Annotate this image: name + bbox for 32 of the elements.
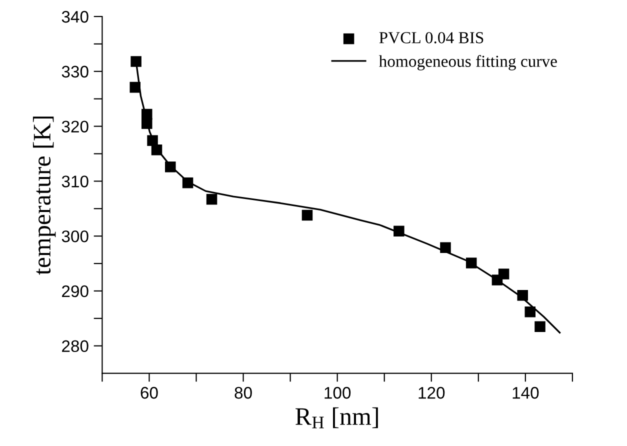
point: [165, 162, 176, 172]
point: [147, 135, 158, 146]
y-tick-label: 320: [62, 120, 88, 132]
x-tick-label: 80: [234, 386, 252, 399]
y-tick-label: 330: [62, 66, 88, 78]
x-tick-label: 60: [140, 386, 158, 399]
y-tick-label: 290: [62, 285, 88, 298]
point: [130, 56, 142, 67]
point: [440, 242, 451, 253]
legend-label: homogeneous fitting curve: [378, 55, 557, 70]
point: [151, 144, 162, 156]
y-tick-label: 300: [62, 230, 88, 242]
legend-label: PVCL 0.04 BIS: [379, 32, 484, 44]
x-axis-title: R$_{H}$ [nm]: [296, 407, 378, 428]
x-tick-label: 100: [324, 386, 351, 399]
point: [517, 290, 528, 301]
point: [182, 177, 194, 188]
point: [534, 321, 546, 332]
point: [206, 194, 218, 205]
point: [498, 268, 510, 280]
y-tick-label: 310: [62, 176, 88, 188]
y-tick-label: 280: [62, 340, 88, 352]
x-tick-label: 140: [512, 386, 539, 399]
point: [466, 258, 477, 268]
y-tick-label: 340: [62, 10, 88, 23]
x-tick-label: 120: [418, 386, 445, 399]
point: [394, 226, 404, 237]
y-axis-title: temperature [K]: [32, 116, 56, 275]
point: [130, 82, 140, 93]
point: [141, 118, 152, 129]
point: [524, 306, 536, 318]
point: [302, 210, 313, 221]
